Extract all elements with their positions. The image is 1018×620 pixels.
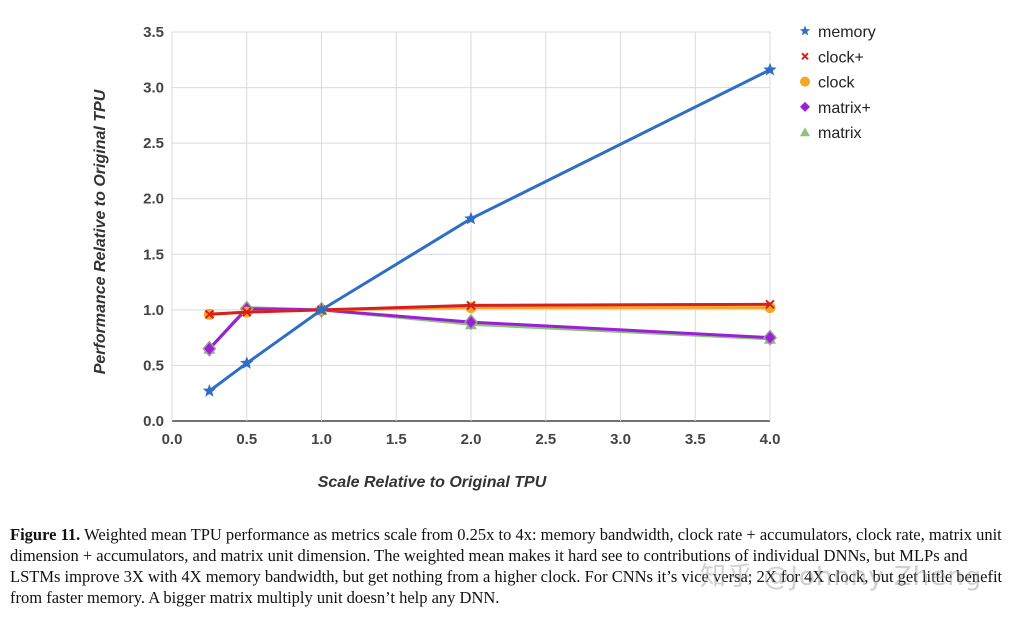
legend-label: matrix <box>818 125 862 142</box>
legend-marker <box>801 52 809 61</box>
y-tick-label: 3.5 <box>143 24 164 41</box>
data-point <box>466 300 476 311</box>
x-tick-label: 0.5 <box>236 431 257 448</box>
x-tick-label: 2.5 <box>535 431 556 448</box>
x-axis-ticks: 0.0 0.5 1.0 1.5 2.0 2.5 3.0 3.5 4.0 <box>162 431 781 448</box>
series-line <box>208 68 771 393</box>
legend-item: clock+ <box>801 49 864 66</box>
series-line <box>209 302 771 316</box>
series-memory <box>202 62 777 397</box>
legend-item: matrix+ <box>800 100 871 117</box>
legend-item: memory <box>799 24 876 41</box>
y-tick-label: 0.5 <box>143 357 164 374</box>
data-point <box>464 211 478 225</box>
gridlines <box>171 31 771 422</box>
legend-label: clock <box>818 75 855 92</box>
x-tick-label: 0.0 <box>162 431 183 448</box>
y-tick-label: 2.0 <box>143 191 164 208</box>
legend-item: matrix <box>800 125 862 142</box>
caption-text: Weighted mean TPU performance as metrics… <box>10 525 1003 607</box>
x-tick-label: 4.0 <box>760 431 781 448</box>
x-tick-label: 1.0 <box>311 431 332 448</box>
x-tick-label: 1.5 <box>386 431 407 448</box>
data-point <box>204 309 215 320</box>
figure-caption: Figure 11. Weighted mean TPU performance… <box>10 524 1014 608</box>
series-group <box>202 62 777 397</box>
y-axis-title: Performance Relative to Original TPU <box>92 89 109 374</box>
legend-item: clock <box>800 75 855 92</box>
data-point <box>202 340 217 357</box>
data-point <box>465 302 477 314</box>
x-tick-label: 3.0 <box>610 431 631 448</box>
figure-label: Figure 11. <box>10 525 81 544</box>
line-chart: 0.0 0.5 1.0 1.5 2.0 2.5 3.0 3.5 0.0 0.5 1.0 1.5 2.0… <box>92 24 876 491</box>
data-point <box>240 356 254 369</box>
watermark: 知乎 @Johnny Zheng <box>700 562 983 592</box>
legend: memory clock+ clock matrix+ matrix <box>799 24 876 142</box>
data-point <box>763 62 777 76</box>
y-axis-ticks: 0.0 0.5 1.0 1.5 2.0 2.5 3.0 3.5 <box>143 24 164 430</box>
legend-label: clock+ <box>818 49 864 66</box>
x-axis-title: Scale Relative to Original TPU <box>318 474 547 491</box>
data-point <box>763 329 777 346</box>
data-point <box>765 299 775 310</box>
legend-marker <box>800 127 810 137</box>
data-point <box>242 307 252 317</box>
y-tick-label: 2.5 <box>143 135 164 152</box>
legend-label: memory <box>818 24 876 41</box>
data-point <box>314 302 329 316</box>
y-tick-label: 1.0 <box>143 302 164 319</box>
legend-marker <box>800 76 810 87</box>
x-tick-label: 3.5 <box>685 431 706 448</box>
x-tick-label: 2.0 <box>461 431 482 448</box>
data-point <box>464 313 478 331</box>
legend-label: matrix+ <box>818 100 871 117</box>
data-point <box>202 384 216 397</box>
y-tick-label: 3.0 <box>143 80 164 97</box>
legend-marker <box>800 101 810 112</box>
legend-marker <box>799 25 811 36</box>
y-tick-label: 0.0 <box>143 413 164 430</box>
y-tick-label: 1.5 <box>143 246 164 263</box>
